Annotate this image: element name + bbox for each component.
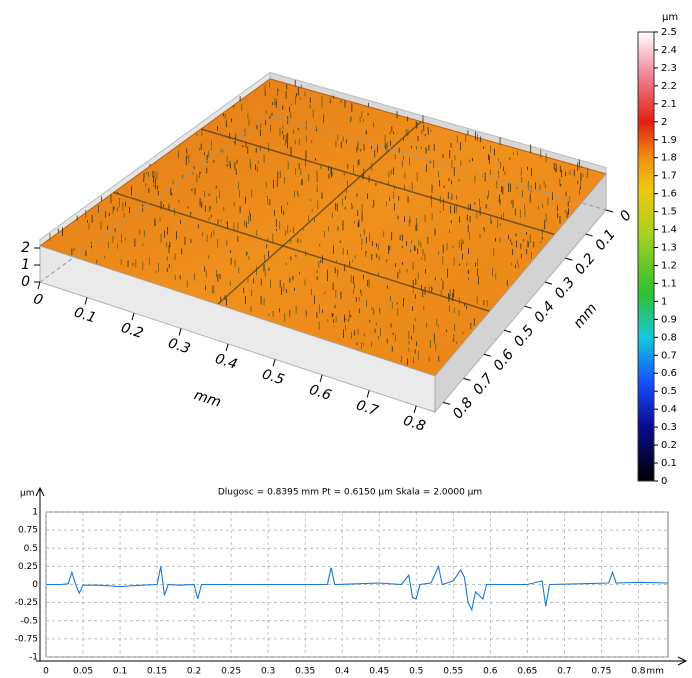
colorbar-tick-label: 2: [661, 117, 667, 128]
surface-texture: [49, 80, 589, 365]
x-tick-label: 0.55: [443, 667, 463, 677]
colorbar-unit: µm: [662, 12, 678, 23]
y-tick-label: -1: [29, 653, 38, 663]
y-tick-label: 0.75: [18, 526, 38, 536]
surface-scratch: [113, 191, 490, 312]
y-tick-label: 0: [32, 580, 38, 590]
x-tick-label: 0.6: [307, 382, 333, 404]
x-tick-label: 0.8: [401, 413, 427, 435]
y-axis-label: µm: [20, 489, 35, 499]
colorbar-tick-label: 0: [661, 476, 667, 487]
x-tick-label: 0.25: [221, 667, 241, 677]
y-arrow: [35, 486, 45, 497]
z-tick-label: 1: [21, 257, 30, 273]
y-tick-label: 0.25: [18, 562, 38, 572]
x-tick-label: 0.1: [72, 304, 98, 326]
colorbar-tick-label: 0.9: [661, 314, 677, 325]
x-tick-label: 0.6: [483, 667, 498, 677]
colorbar-tick-label: 1.9: [661, 135, 677, 146]
x-tick-label: 0.05: [73, 667, 93, 677]
y-tick-label: -0.25: [15, 598, 38, 608]
colorbar-tick-label: 2.3: [661, 63, 677, 74]
colorbar-tick-label: 0.4: [661, 404, 677, 415]
colorbar-tick-label: 1.4: [661, 225, 677, 236]
x-tick-label: 0.5: [260, 366, 286, 388]
colorbar-tick-label: 1.1: [661, 278, 677, 289]
x-tick-label: 0.3: [166, 335, 192, 357]
colorbar-tick-label: 2.2: [661, 81, 677, 92]
x-tick-label: 0.7: [354, 397, 380, 419]
x-axis-label: mm: [646, 667, 664, 677]
x-tick: [131, 312, 135, 321]
colorbar-tick-label: 2.4: [661, 45, 677, 56]
colorbar-tick-label: 0.5: [661, 386, 677, 397]
y-tick-label: 0.5: [24, 544, 38, 554]
charts: 00.10.20.30.40.50.60.70.8mm00.10.20.30.4…: [15, 12, 688, 677]
y-tick-label: -0.5: [20, 616, 38, 626]
x-arrow: [677, 656, 688, 666]
x-tick-label: 0.65: [517, 667, 537, 677]
y-tick-label: 1: [32, 508, 38, 518]
base-edge: [39, 114, 607, 283]
x-tick: [319, 374, 323, 382]
colorbar-tick-label: 1: [661, 296, 667, 307]
colorbar-tick-label: 0.1: [661, 458, 677, 469]
surface-scratch: [217, 121, 422, 305]
y-tick: [483, 353, 491, 357]
x-tick-label: 0.2: [187, 667, 201, 677]
colorbar-tick-label: 1.8: [661, 153, 677, 164]
colorbar-tick-label: 2.1: [661, 99, 677, 110]
y-tick: [605, 209, 614, 213]
x-tick-label: 0.15: [147, 667, 167, 677]
y-tick: [544, 281, 553, 285]
x-tick: [178, 328, 182, 336]
profile-line: [46, 564, 669, 612]
colorbar-tick-label: 1.6: [661, 189, 677, 200]
x-tick-label: 0.3: [261, 667, 275, 677]
y-tick: [565, 257, 573, 261]
y-tick: [524, 305, 532, 309]
colorbar-tick-label: 1.2: [661, 260, 677, 271]
x-tick: [366, 390, 370, 398]
y-tick: [504, 329, 512, 333]
colorbar-tick-label: 1.3: [661, 243, 677, 254]
colorbar: [637, 31, 655, 482]
z-tick-label: 0: [21, 274, 30, 290]
x-tick-label: 0.8: [631, 667, 646, 677]
colorbar-tick-label: 1.5: [661, 207, 677, 218]
x-tick: [413, 405, 417, 413]
colorbar-tick-label: 0.2: [661, 440, 677, 451]
y-tick: [463, 377, 471, 381]
y-tick-label: -0.75: [15, 634, 38, 644]
z-tick-label: 2: [21, 240, 30, 256]
colorbar-tick-label: 1.7: [661, 171, 677, 182]
x-tick-label: 0.7: [557, 667, 571, 677]
x-tick: [272, 359, 276, 367]
y-tick: [443, 401, 451, 405]
x-tick: [225, 343, 229, 352]
colorbar-tick-label: 0.8: [661, 332, 677, 343]
chart-title: Dlugosc = 0.8395 mm Pt = 0.6150 µm Skala…: [218, 488, 482, 498]
colorbar-tick-label: 0.7: [661, 350, 677, 361]
x-tick: [37, 281, 41, 290]
x-tick-label: 0.2: [119, 320, 145, 342]
colorbar-tick-label: 0.6: [661, 368, 677, 379]
x-tick: [84, 297, 88, 305]
front-wall: [434, 172, 607, 414]
colorbar-tick-label: 0.3: [661, 422, 677, 433]
x-tick-label: 0.75: [591, 667, 611, 677]
x-tick-label: 0.4: [335, 667, 350, 677]
x-tick-label: 0: [43, 667, 49, 677]
x-tick-label: 0.35: [295, 667, 315, 677]
surface-scratch: [200, 128, 555, 236]
y-tick: [585, 233, 593, 237]
colorbar-tick-label: 2.5: [661, 27, 677, 38]
x-tick-label: 0.1: [113, 667, 127, 677]
x-tick-label: 0.4: [213, 351, 239, 373]
x-tick-label: 0.45: [369, 667, 389, 677]
x-tick-label: 0.5: [409, 667, 423, 677]
